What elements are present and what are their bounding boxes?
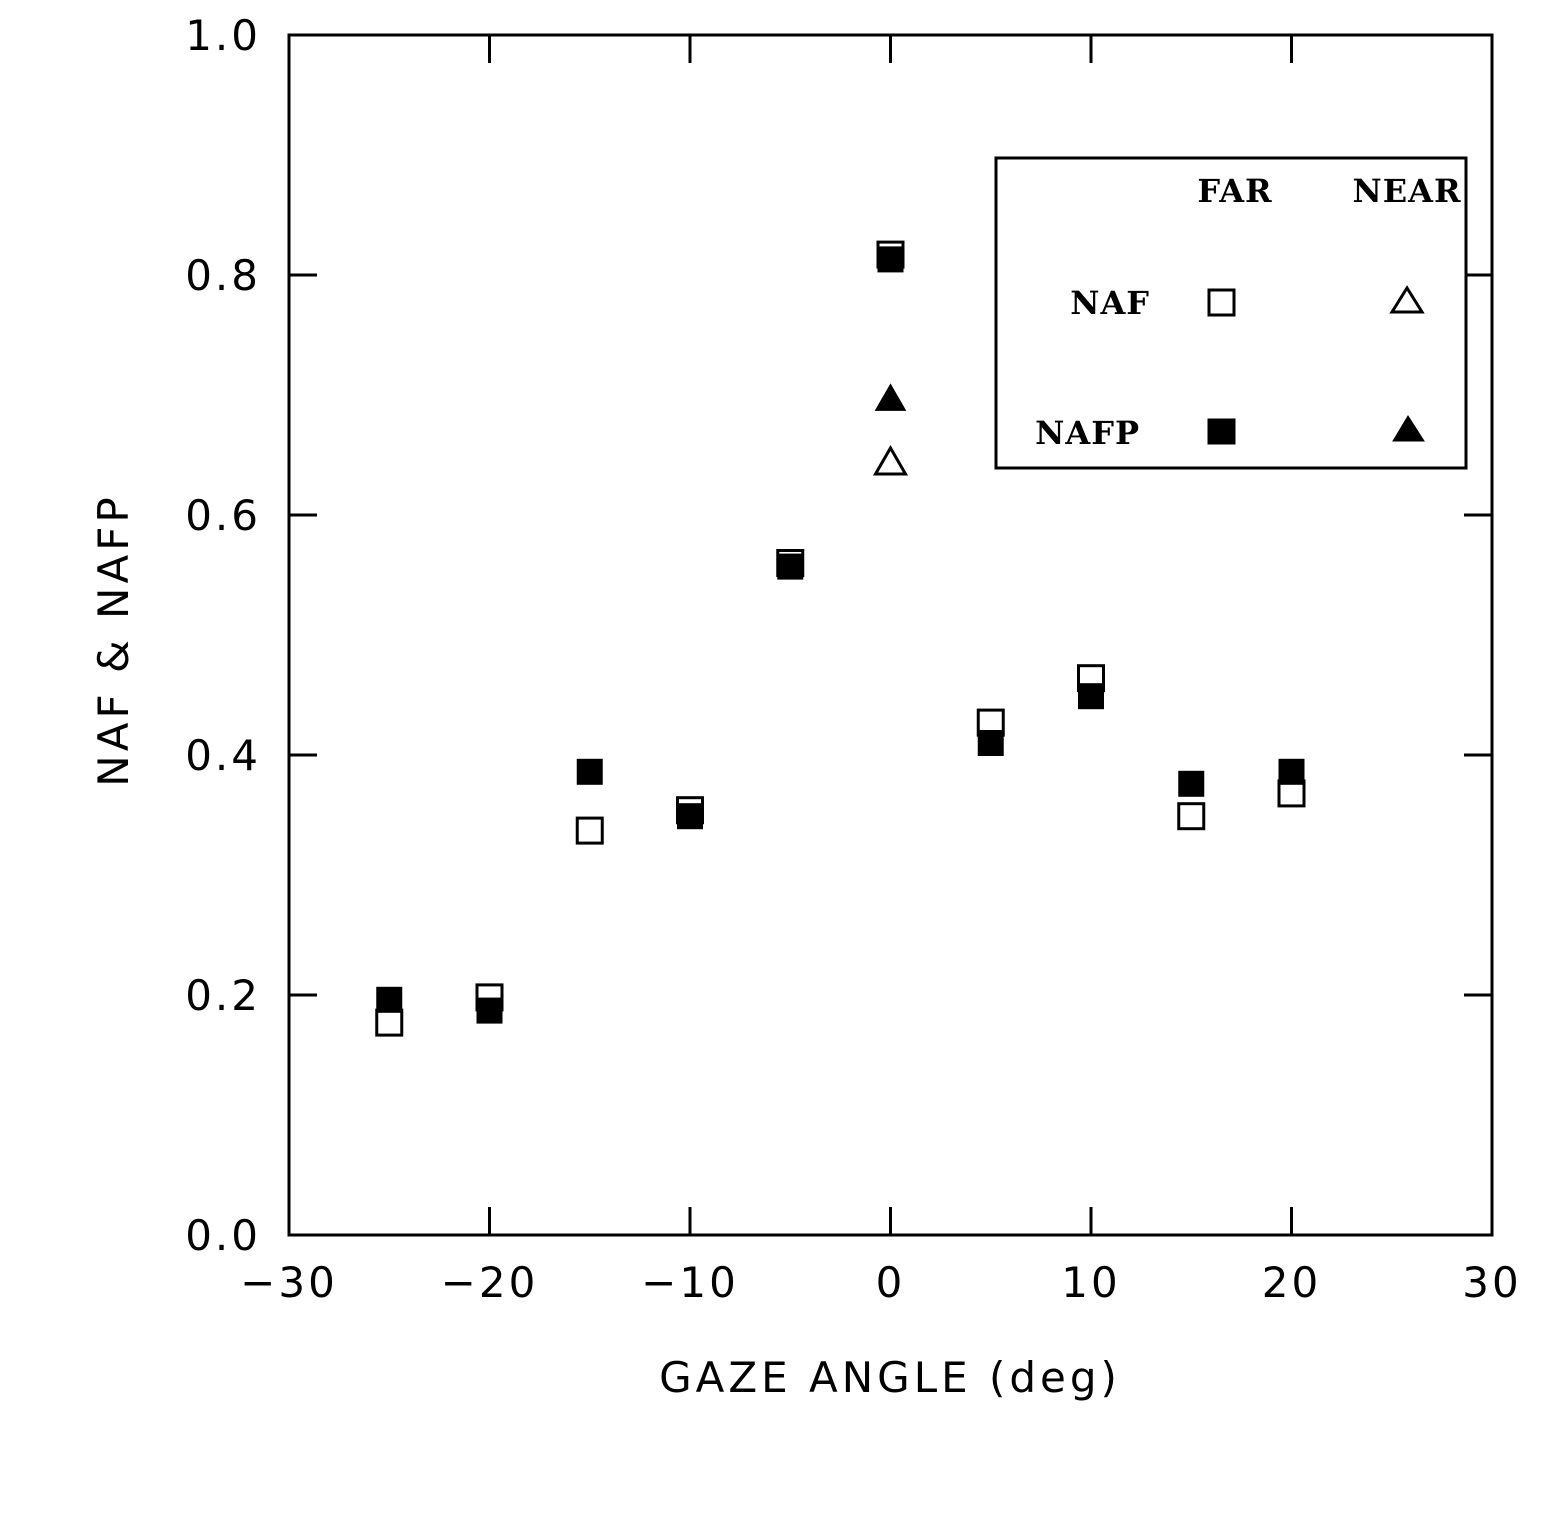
y-tick-label: 1.0 (185, 11, 261, 60)
x-tick-label: −30 (240, 1258, 338, 1307)
legend-header-far: FAR (1197, 172, 1272, 210)
nafp-far-point (677, 803, 703, 830)
legend-row-naf-label: NAF (1070, 284, 1150, 322)
x-tick-label: 0 (876, 1258, 906, 1307)
nafp-near-point (874, 383, 907, 411)
legend-open-square-icon (1207, 288, 1236, 317)
nafp-far-point (777, 553, 804, 580)
axis-tick-labels: −30 −20 −10 0 10 20 30 0.0 0.2 0.4 0.6 0.8 1.0 (185, 11, 1521, 1307)
axis-ticks (287, 33, 1494, 1237)
data-points (375, 240, 1306, 1037)
y-tick-label: 0.6 (185, 491, 261, 540)
legend-filled-square-icon (1207, 418, 1236, 445)
nafp-far-point (977, 730, 1004, 756)
y-tick-label: 0.8 (185, 251, 261, 300)
x-axis-title: GAZE ANGLE (deg) (659, 1353, 1121, 1402)
naf-far-point (1177, 802, 1206, 831)
nafp-far-point (476, 997, 503, 1024)
x-tick-label: 30 (1462, 1258, 1521, 1307)
naf-far-point (575, 816, 604, 845)
naf-far-point (375, 1008, 404, 1037)
x-tick-label: −20 (441, 1258, 539, 1307)
naf-far-point (1277, 779, 1306, 808)
nafp-far-point (1078, 683, 1104, 710)
nafp-far-point (877, 246, 904, 273)
legend-row-nafp-label: NAFP (1035, 414, 1140, 452)
legend-header-near: NEAR (1352, 172, 1461, 210)
x-tick-label: −10 (641, 1258, 739, 1307)
legend: FAR NEAR NAF NAFP (994, 156, 1468, 470)
x-tick-label: 10 (1061, 1258, 1120, 1307)
legend-filled-triangle-icon (1392, 415, 1425, 442)
y-tick-label: 0.4 (185, 731, 261, 780)
y-tick-label: 0.0 (185, 1211, 261, 1260)
nafp-far-point (1278, 758, 1305, 785)
naf-near-point (872, 444, 909, 476)
legend-open-triangle-icon (1389, 285, 1425, 314)
nafp-far-point (376, 986, 403, 1013)
nafp-far-point (1178, 770, 1205, 797)
y-axis-title: NAF & NAFP (89, 493, 138, 786)
nafp-far-point (576, 758, 603, 785)
y-tick-label: 0.2 (185, 971, 261, 1020)
x-tick-label: 20 (1262, 1258, 1321, 1307)
